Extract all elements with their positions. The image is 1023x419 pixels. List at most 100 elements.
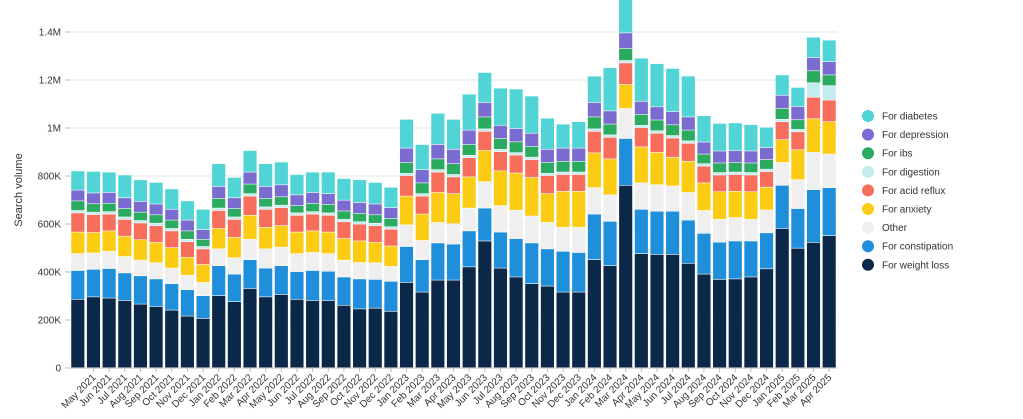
bar-segment-for-ibs[interactable] — [212, 198, 226, 208]
bar-segment-for-weight-loss[interactable] — [603, 266, 617, 368]
bar-segment-for-constipation[interactable] — [118, 273, 132, 301]
bar-segment-for-digestion[interactable] — [509, 152, 523, 155]
bar-segment-for-ibs[interactable] — [399, 162, 414, 173]
bar-segment-for-diabetes[interactable] — [540, 118, 554, 149]
bar-segment-other[interactable] — [274, 247, 288, 266]
bar-segment-for-diabetes[interactable] — [744, 124, 758, 151]
bar-segment-for-ibs[interactable] — [525, 146, 539, 157]
bar-segment-for-constipation[interactable] — [306, 270, 320, 301]
bar-segment-for-digestion[interactable] — [493, 149, 508, 152]
bar-segment-for-constipation[interactable] — [775, 185, 789, 229]
bar-segment-for-digestion[interactable] — [337, 219, 351, 222]
bar-segment-for-acid-reflux[interactable] — [321, 215, 335, 232]
bar-segment-for-diabetes[interactable] — [462, 94, 476, 130]
bar-segment-for-ibs[interactable] — [227, 208, 241, 217]
bar-segment-for-acid-reflux[interactable] — [619, 63, 633, 85]
bar-segment-for-constipation[interactable] — [290, 272, 304, 299]
bar-segment-for-anxiety[interactable] — [180, 257, 194, 275]
bar-segment-other[interactable] — [259, 249, 273, 268]
bar-segment-for-depression[interactable] — [306, 192, 320, 203]
bar-segment-for-acid-reflux[interactable] — [775, 122, 789, 140]
bar-segment-for-diabetes[interactable] — [759, 127, 774, 148]
bar-segment-for-digestion[interactable] — [431, 170, 445, 172]
bar-segment-other[interactable] — [478, 182, 492, 208]
bar-segment-for-constipation[interactable] — [493, 232, 508, 268]
bar-segment-for-diabetes[interactable] — [71, 171, 85, 190]
bar-segment-for-anxiety[interactable] — [572, 191, 586, 227]
bar-segment-for-anxiety[interactable] — [86, 232, 101, 253]
bar-segment-for-diabetes[interactable] — [509, 89, 523, 129]
bar-segment-for-anxiety[interactable] — [321, 232, 335, 254]
bar-segment-for-constipation[interactable] — [102, 268, 116, 298]
bar-segment-for-acid-reflux[interactable] — [180, 242, 194, 257]
bar-segment-for-digestion[interactable] — [572, 172, 586, 175]
bar-segment-for-digestion[interactable] — [415, 194, 429, 196]
bar-segment-other[interactable] — [368, 263, 382, 280]
bar-segment-other[interactable] — [666, 186, 680, 211]
bar-segment-for-digestion[interactable] — [587, 129, 601, 131]
legend-item-label[interactable]: For constipation — [882, 242, 953, 253]
bar-segment-other[interactable] — [540, 222, 554, 249]
bar-segment-for-weight-loss[interactable] — [619, 185, 633, 368]
bar-segment-for-digestion[interactable] — [227, 217, 241, 220]
bar-segment-for-diabetes[interactable] — [306, 172, 320, 193]
bar-segment-for-constipation[interactable] — [791, 208, 805, 248]
bar-segment-for-ibs[interactable] — [133, 212, 148, 221]
bar-segment-for-constipation[interactable] — [86, 269, 101, 297]
bar-segment-for-ibs[interactable] — [165, 220, 179, 229]
bar-segment-for-depression[interactable] — [509, 128, 523, 142]
bar-segment-for-constipation[interactable] — [572, 252, 586, 292]
bar-segment-other[interactable] — [775, 162, 789, 185]
bar-segment-for-digestion[interactable] — [806, 83, 821, 97]
bar-segment-for-constipation[interactable] — [337, 277, 351, 305]
bar-segment-for-ibs[interactable] — [368, 215, 382, 223]
bar-segment-for-acid-reflux[interactable] — [525, 159, 539, 178]
bar-segment-other[interactable] — [572, 227, 586, 253]
bar-segment-for-anxiety[interactable] — [259, 227, 273, 249]
bar-segment-for-weight-loss[interactable] — [118, 300, 132, 368]
bar-segment-for-depression[interactable] — [822, 62, 836, 75]
bar-segment-for-constipation[interactable] — [399, 246, 414, 283]
bar-segment-for-ibs[interactable] — [321, 204, 335, 213]
bar-segment-for-depression[interactable] — [446, 149, 461, 164]
bar-segment-for-ibs[interactable] — [415, 183, 429, 194]
bar-segment-for-depression[interactable] — [587, 102, 601, 117]
bar-segment-for-depression[interactable] — [165, 209, 179, 220]
bar-segment-for-diabetes[interactable] — [102, 172, 116, 193]
bar-segment-for-acid-reflux[interactable] — [306, 214, 320, 231]
bar-segment-for-weight-loss[interactable] — [587, 260, 601, 368]
bar-segment-for-diabetes[interactable] — [133, 180, 148, 202]
bar-segment-other[interactable] — [196, 282, 210, 296]
bar-segment-for-constipation[interactable] — [384, 281, 398, 311]
bar-segment-for-acid-reflux[interactable] — [791, 132, 805, 150]
bar-segment-for-diabetes[interactable] — [822, 40, 836, 62]
bar-segment-for-weight-loss[interactable] — [681, 263, 695, 368]
bar-segment-for-digestion[interactable] — [791, 129, 805, 132]
bar-segment-for-constipation[interactable] — [227, 274, 241, 302]
bar-segment-for-depression[interactable] — [713, 151, 727, 163]
bar-segment-for-anxiety[interactable] — [71, 232, 85, 254]
bar-segment-for-weight-loss[interactable] — [306, 300, 320, 368]
bar-segment-for-depression[interactable] — [71, 190, 85, 201]
bar-segment-for-digestion[interactable] — [133, 220, 148, 223]
bar-segment-for-anxiety[interactable] — [697, 183, 711, 211]
bar-segment-for-constipation[interactable] — [650, 211, 664, 255]
bar-segment-for-depression[interactable] — [212, 186, 226, 199]
bar-segment-for-weight-loss[interactable] — [243, 288, 257, 368]
bar-segment-other[interactable] — [822, 154, 836, 188]
bar-segment-other[interactable] — [431, 222, 445, 243]
bar-segment-for-ibs[interactable] — [196, 239, 210, 247]
bar-segment-for-anxiety[interactable] — [415, 214, 429, 241]
bar-segment-for-ibs[interactable] — [102, 203, 116, 212]
bar-segment-for-anxiety[interactable] — [728, 191, 742, 218]
bar-segment-for-weight-loss[interactable] — [399, 282, 414, 368]
bar-segment-for-depression[interactable] — [353, 202, 367, 214]
legend-item-label[interactable]: For anxiety — [882, 205, 931, 216]
bar-segment-for-acid-reflux[interactable] — [353, 224, 367, 241]
bar-segment-for-ibs[interactable] — [697, 154, 711, 164]
bar-segment-for-constipation[interactable] — [431, 243, 445, 280]
bar-segment-for-acid-reflux[interactable] — [196, 249, 210, 265]
bar-segment-other[interactable] — [118, 256, 132, 273]
bar-segment-for-acid-reflux[interactable] — [133, 223, 148, 240]
bar-segment-for-ibs[interactable] — [243, 184, 257, 194]
